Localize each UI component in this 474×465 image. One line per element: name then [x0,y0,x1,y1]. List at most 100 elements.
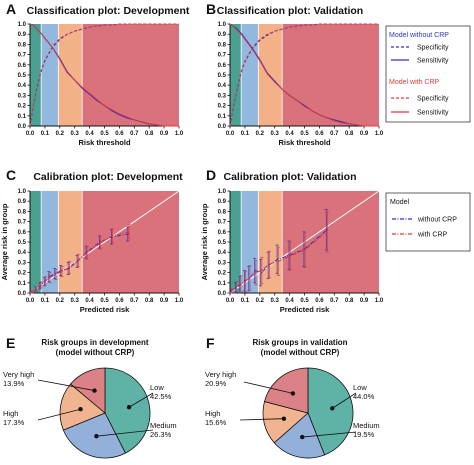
x-tick-label: 0.0 [226,298,235,304]
zone-medium [58,191,83,293]
calibration-point-with-crp [254,271,257,274]
leader-dot-high [78,407,83,412]
pie-value-high: 15.6% [205,418,227,427]
x-tick-label: 0.7 [330,131,339,137]
x-tick-label: 1.0 [375,298,384,304]
leader-dot-high [281,416,287,421]
leader-line-very-high [37,379,95,391]
x-tick-label: 0.9 [160,131,169,137]
x-tick-label: 0.0 [226,131,235,137]
panel-d: D Calibration plot: Validation 0.0 0.1 0.2… [200,167,384,314]
x-tick-label: 0.3 [71,298,80,304]
sensitivity-line-with-crp [29,23,179,127]
y-tick-label: 0.7 [218,53,227,59]
y-tick-label: 0.9 [218,199,227,205]
x-tick-label: 0.7 [330,298,339,304]
zone-high [282,191,379,293]
x-tick-label: 0.5 [100,298,109,304]
x-tick-label: 0.5 [300,298,309,304]
x-axis-label: Predicted risk [80,305,130,314]
leader-dot-low [126,405,132,410]
x-axis-label: Risk threshold [278,138,331,147]
y-tick-label: 0.9 [18,32,27,38]
pie-label-low: Low [353,383,367,392]
pie-label-very-high: Very high [3,370,34,379]
calibration-point-with-crp [60,270,63,273]
y-tick-label: 0.1 [218,114,227,120]
classification-plot-development: 0.0 0.1 0.2 0.3 0.4 0.5 0.6 0.7 0.8 0.9 1.0 0.0 0.1 0… [18,22,184,147]
calibration-point-with-crp [303,249,306,252]
x-tick-label: 0.5 [300,131,309,137]
x-tick-label: 0.8 [345,131,354,137]
y-tick-label: 0.6 [218,230,227,236]
panel-e: E Risk groups in development (model with… [3,335,177,459]
specificity-line-with-crp [229,23,379,127]
calibration-point-with-crp [288,255,291,258]
x-tick-label: 1.0 [175,131,184,137]
pie-value-very-high: 20.9% [205,379,227,388]
x-tick-label: 0.1 [241,298,250,304]
panel-title-c: Calibration plot: Development [33,171,183,183]
calibration-point-with-crp [30,291,33,293]
x-tick-label: 0.6 [115,131,124,137]
calibration-point-with-crp [230,290,233,292]
zone-high [82,191,179,293]
pie-label-medium: Medium [150,421,177,430]
pie-slice-very-high [69,367,106,414]
x-tick-label: 0.0 [26,131,35,137]
leader-dot-medium [94,434,99,439]
x-tick-label: 0.6 [115,298,124,304]
y-tick-label: 0.1 [218,281,227,287]
calibration-legend: Model without CRP with CRP [385,192,471,252]
calibration-point-with-crp [48,276,51,279]
x-tick-label: 0.5 [100,131,109,137]
leader-line-low [128,392,154,408]
y-tick-label: 0.0 [18,291,27,297]
y-tick-label: 0.3 [18,93,27,99]
y-tick-label: 0.6 [218,63,227,69]
y-tick-label: 0.5 [18,73,27,79]
zone-very-low [30,191,42,293]
pie-value-low: 42.5% [150,392,172,401]
x-tick-label: 0.3 [271,298,280,304]
leader-line-medium [96,429,154,437]
legend-label-with-crp: with CRP [417,232,448,239]
calibration-point-with-crp [111,234,113,237]
y-tick-label: 0.3 [218,93,227,99]
y-tick-label: 0.3 [18,260,27,266]
y-tick-label: 0.8 [218,42,227,48]
legend-group-with-crp: Model with CRP [389,79,440,86]
pie-value-medium: 26.3% [150,430,172,439]
legend-group-without-crp: Model without CRP [389,32,449,39]
y-tick-label: 0.7 [18,220,27,226]
calibration-point-with-crp [67,266,70,269]
pie-slice-medium [273,412,326,459]
legend-label-sensitivity-without: Sensitivity [417,58,449,65]
x-tick-label: 0.1 [41,131,50,137]
y-tick-label: 0.9 [218,32,227,38]
pie-title-e-line2: (model without CRP) [56,348,135,357]
zone-medium [258,24,283,126]
y-tick-label: 0.4 [218,250,227,256]
x-tick-label: 0.9 [360,298,369,304]
y-tick-label: 0.7 [218,220,227,226]
calibration-point-with-crp [127,230,130,233]
y-tick-label: 0.6 [18,63,27,69]
panel-letter-d: D [206,167,216,183]
leader-line-low [332,392,357,409]
classification-plot-validation: 0.0 0.1 0.2 0.3 0.4 0.5 0.6 0.7 0.8 0.9 1.0 0.0 0.1 0… [218,22,384,147]
pie-label-low: Low [150,383,164,392]
x-tick-label: 0.4 [85,131,94,137]
x-tick-label: 0.6 [315,298,324,304]
y-tick-label: 0.3 [218,260,227,266]
pie-label-medium: Medium [353,421,380,430]
zone-low [241,24,259,126]
x-tick-label: 0.8 [145,131,154,137]
legend-label-specificity-without: Specificity [417,45,449,52]
x-tick-label: 0.7 [130,298,139,304]
x-axis-label: Risk threshold [78,138,131,147]
zone-low [41,191,59,293]
y-tick-label: 0.7 [18,53,27,59]
